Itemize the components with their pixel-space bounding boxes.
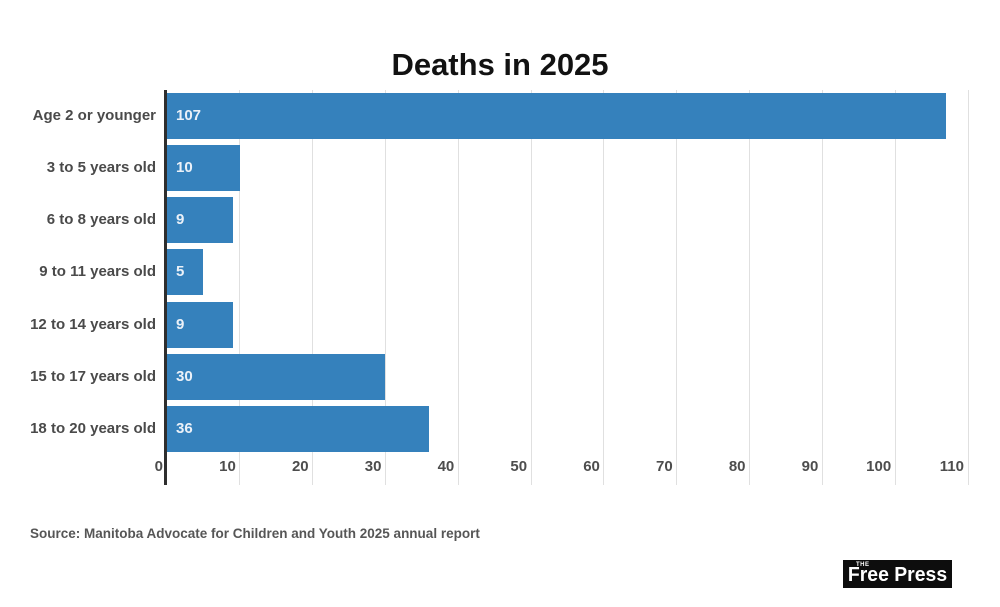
- bar-value-label: 30: [176, 367, 193, 385]
- gridline: [239, 90, 241, 485]
- bar-value-label: 107: [176, 107, 202, 124]
- bar: 107: [167, 93, 947, 139]
- bar: 30: [167, 353, 386, 400]
- x-tick-label: 110: [939, 458, 964, 475]
- bar-row: 9: [167, 299, 980, 351]
- x-tick-label: 0: [154, 458, 163, 475]
- category-label: 18 to 20 years old: [30, 419, 156, 437]
- x-tick-label: 60: [583, 458, 600, 475]
- chart-title: Deaths in 2025: [391, 46, 609, 82]
- gridline-layer: [167, 90, 980, 485]
- category-labels-layer: Age 2 or younger 3 to 5 years old 6 to 8 y…: [0, 90, 156, 455]
- category-label: 12 to 14 years old: [30, 315, 156, 333]
- bar-value-label: 5: [176, 263, 185, 281]
- gridline: [384, 90, 386, 485]
- category-label: 3 to 5 years old: [46, 159, 156, 177]
- x-tick-label: 20: [291, 458, 309, 475]
- x-tick-label: 40: [437, 458, 455, 475]
- gridline: [821, 90, 823, 485]
- category-label: 9 to 11 years old: [39, 263, 156, 281]
- bar-value-label: 9: [176, 315, 185, 333]
- bar: 9: [167, 197, 233, 244]
- bar: 10: [167, 145, 240, 192]
- bar-row: 5: [167, 246, 980, 298]
- bar-row: 9: [167, 194, 980, 246]
- x-tick-label: 80: [728, 458, 746, 475]
- bar: 36: [167, 405, 430, 452]
- category-label: Age 2 or younger: [32, 107, 156, 124]
- x-axis-line: [164, 90, 167, 485]
- freepress-logo: THE Free Press: [843, 560, 952, 588]
- gridline: [530, 90, 532, 485]
- source-note: Source: Manitoba Advocate for Children a…: [30, 525, 480, 541]
- x-tick-label: 90: [801, 458, 819, 475]
- logo-name-label: Free Press: [847, 564, 948, 586]
- gridline: [967, 90, 969, 485]
- bar-row: 10: [167, 142, 980, 194]
- bars-layer: 107 10 9 5 9 30 36: [167, 90, 980, 455]
- gridline: [603, 90, 605, 485]
- gridline: [676, 90, 678, 485]
- x-tick-label: 10: [219, 458, 236, 475]
- x-tick-label: 50: [510, 458, 528, 475]
- gridline: [894, 90, 896, 485]
- logo-the-label: THE: [856, 562, 870, 568]
- bar: 5: [167, 249, 204, 296]
- bar-row: 107: [167, 90, 980, 142]
- bar-value-label: 36: [176, 419, 193, 437]
- gridline: [312, 90, 314, 485]
- bar-value-label: 10: [176, 159, 193, 177]
- category-label: 15 to 17 years old: [30, 367, 156, 385]
- x-tick-label: 100: [866, 458, 892, 475]
- x-tick-labels-layer: 0 10 20 30 40 50 60 70 80 90 100 110: [0, 458, 1000, 482]
- bar-value-label: 9: [176, 211, 185, 229]
- x-tick-label: 30: [364, 458, 382, 475]
- gridline: [457, 90, 459, 485]
- gridline: [749, 90, 751, 485]
- bar-row: 36: [167, 403, 980, 455]
- category-label: 6 to 8 years old: [46, 211, 156, 229]
- bar: 9: [167, 301, 233, 348]
- x-tick-label: 70: [656, 458, 673, 475]
- bar-row: 30: [167, 351, 980, 403]
